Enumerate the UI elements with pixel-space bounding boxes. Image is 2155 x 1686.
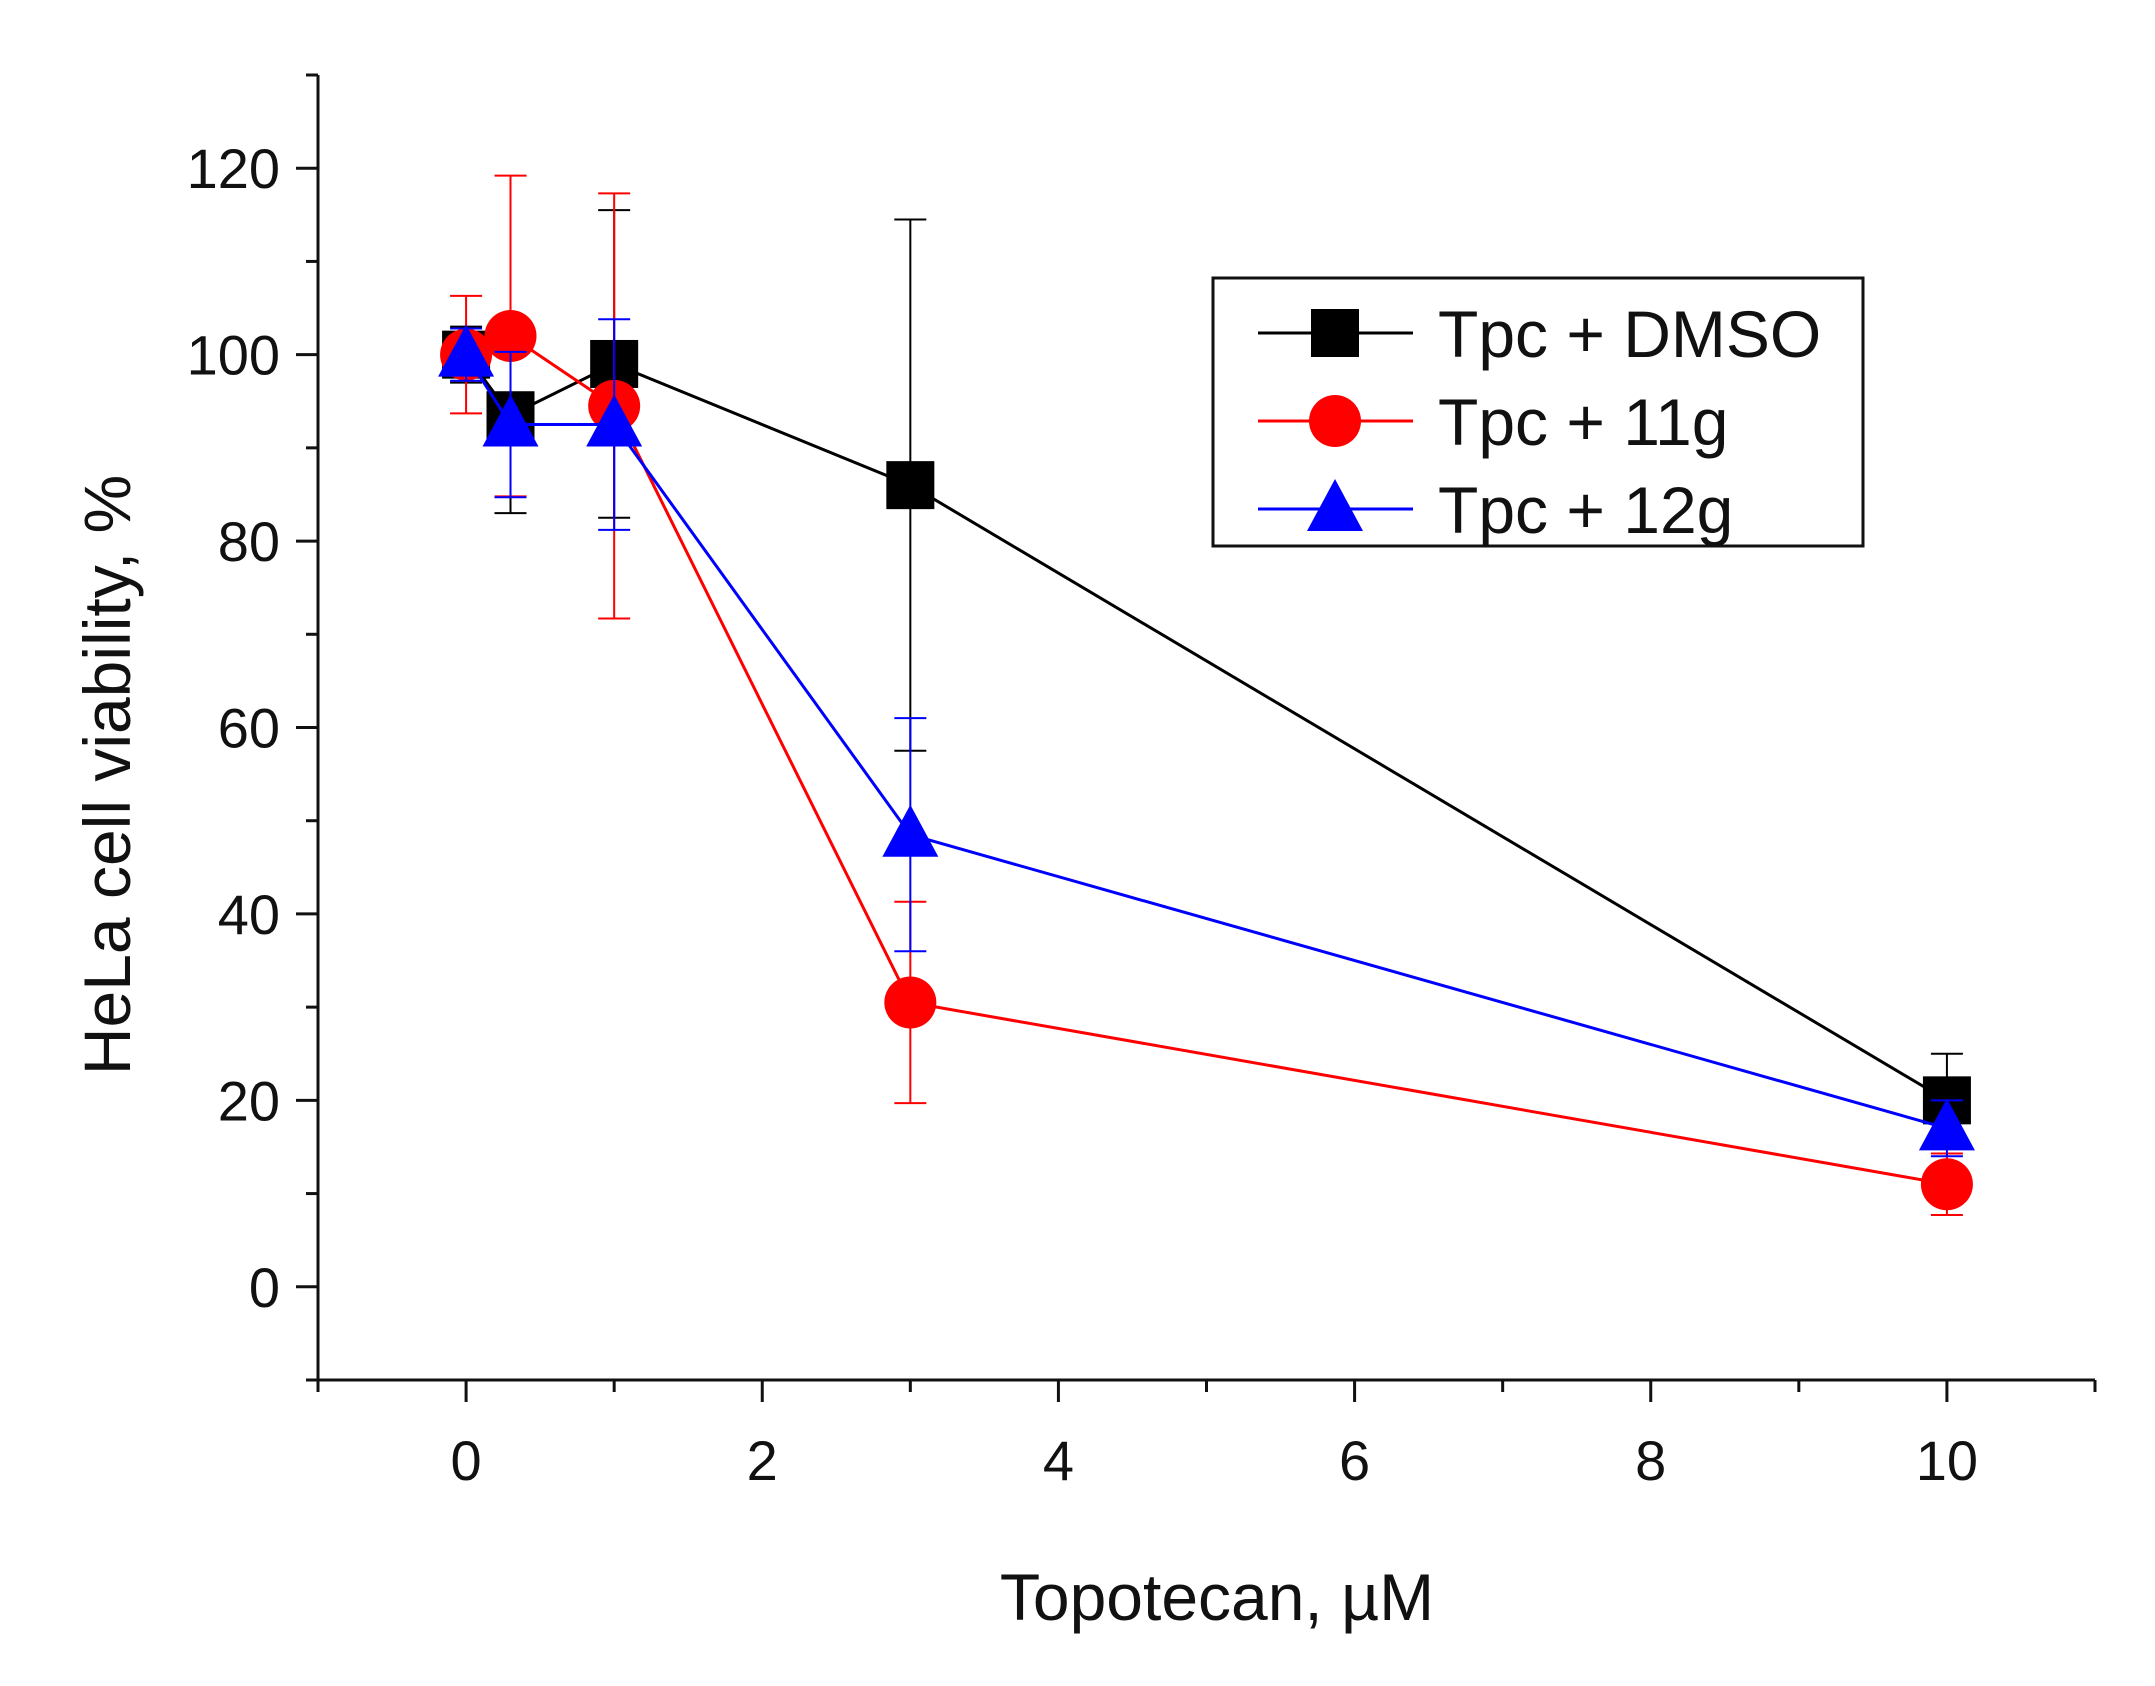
y-tick-label: 60 — [218, 697, 280, 760]
legend-marker — [1309, 395, 1361, 447]
x-tick-label: 4 — [1043, 1429, 1074, 1492]
legend-label: Tpc + 12g — [1438, 473, 1733, 547]
data-point — [438, 324, 495, 377]
x-tick-label: 10 — [1916, 1429, 1978, 1492]
data-point — [482, 394, 539, 447]
axes: 0 20 40 60 80 100 120 0 2 4 6 8 10 Topotecan, µM HeLa … — [70, 73, 2097, 1634]
data-point — [884, 976, 937, 1029]
legend-marker — [1307, 479, 1363, 531]
legend-marker — [1311, 309, 1359, 357]
y-tick-label: 40 — [218, 883, 280, 946]
legend-label: Tpc + 11g — [1438, 385, 1728, 459]
y-tick-label: 80 — [218, 510, 280, 573]
data-point — [882, 804, 939, 857]
x-tick-label: 2 — [747, 1429, 778, 1492]
x-tick-label: 0 — [451, 1429, 482, 1492]
series-triangle — [438, 318, 1975, 1158]
y-tick-label: 20 — [218, 1069, 280, 1132]
data-point — [484, 310, 537, 362]
y-tick-label: 120 — [187, 137, 280, 200]
legend: Tpc + DMSO Tpc + 11g Tpc + 12g — [1211, 276, 1865, 548]
data-point — [586, 394, 643, 447]
x-tick-label: 8 — [1635, 1429, 1666, 1492]
data-point — [1918, 1098, 1975, 1151]
y-tick-label: 100 — [187, 324, 280, 387]
x-axis-title: Topotecan, µM — [1000, 1560, 1434, 1634]
x-tick-label: 6 — [1339, 1429, 1370, 1492]
legend-label: Tpc + DMSO — [1438, 297, 1821, 371]
series-group — [438, 174, 1975, 1217]
y-tick-label: 0 — [249, 1256, 280, 1319]
data-point — [1920, 1158, 1973, 1211]
y-axis-title: HeLa cell viability, % — [70, 475, 144, 1075]
data-point — [886, 461, 935, 510]
